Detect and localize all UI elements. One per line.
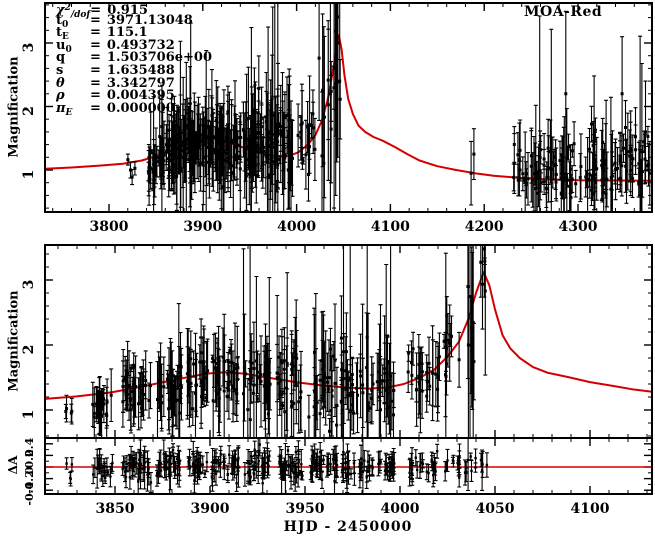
y-axis-title-bottom: Magnification [6, 290, 22, 392]
fit-param-line: χ2/dof= 0.915 [56, 3, 148, 20]
fit-param-line: s = 1.635488 [56, 62, 175, 78]
svg-text:3900: 3900 [191, 501, 230, 517]
svg-text:4100: 4100 [371, 219, 410, 235]
fit-param-line: πE = 0.000000 [56, 100, 175, 118]
svg-text:0.4: 0.4 [23, 437, 36, 456]
svg-text:3850: 3850 [96, 501, 135, 517]
svg-text:4100: 4100 [571, 501, 610, 517]
svg-text:3800: 3800 [90, 219, 129, 235]
svg-text:2: 2 [21, 345, 37, 355]
svg-text:3: 3 [21, 43, 37, 53]
bottom-panel-ticks [45, 245, 652, 438]
series-label: MOA-Red [524, 4, 603, 20]
svg-text:1: 1 [21, 170, 37, 180]
svg-text:3900: 3900 [183, 219, 222, 235]
x-tick-labels: 3800 3900 4000 4100 4200 4300 [90, 219, 598, 235]
y-tick-labels: -0.4-0.200.20.4 [23, 437, 36, 505]
svg-text:1: 1 [21, 410, 37, 420]
svg-text:2: 2 [21, 106, 37, 116]
fit-param-line: θ = 3.342797 [56, 75, 175, 91]
fit-param-line: u0 = 0.493732 [56, 37, 175, 55]
x-axis-title: HJD - 2450000 [283, 519, 413, 535]
y-tick-labels: 1 2 3 [21, 43, 37, 180]
residual-axis-title: ΔA [6, 455, 20, 475]
panel-border [44, 437, 653, 495]
svg-text:4050: 4050 [476, 501, 515, 517]
fit-param-line: tE = 115.1 [56, 25, 148, 43]
svg-text:0: 0 [23, 466, 36, 474]
fit-param-line: ρ = 0.004395 [56, 88, 175, 104]
panel-border [44, 2, 653, 213]
svg-text:4200: 4200 [465, 219, 504, 235]
residual-panel-data [45, 438, 652, 494]
fit-parameters-block: χ2/dof= 0.915 t0 = 3971.13048 tE = 115.1 u0 = 0.49… [56, 2, 213, 118]
svg-text:0.2: 0.2 [23, 449, 36, 468]
bottom-panel-data [45, 245, 652, 438]
y-axis-title-top: Magnification [6, 56, 22, 158]
y-tick-labels: 1 2 3 [21, 280, 37, 420]
svg-text:3950: 3950 [286, 501, 325, 517]
x-tick-labels: 3850 3900 3950 4000 4050 4100 [96, 501, 610, 517]
svg-text:4000: 4000 [381, 501, 420, 517]
svg-text:-0.2: -0.2 [23, 470, 36, 494]
svg-text:4300: 4300 [559, 219, 598, 235]
svg-text:3: 3 [21, 280, 37, 290]
svg-text:-0.4: -0.4 [23, 482, 36, 506]
fit-param-line: q = 1.503706e+00 [56, 50, 213, 66]
fit-param-line: t0 = 3971.13048 [56, 12, 193, 30]
top-panel-data [45, 3, 652, 212]
svg-text:4000: 4000 [277, 219, 316, 235]
